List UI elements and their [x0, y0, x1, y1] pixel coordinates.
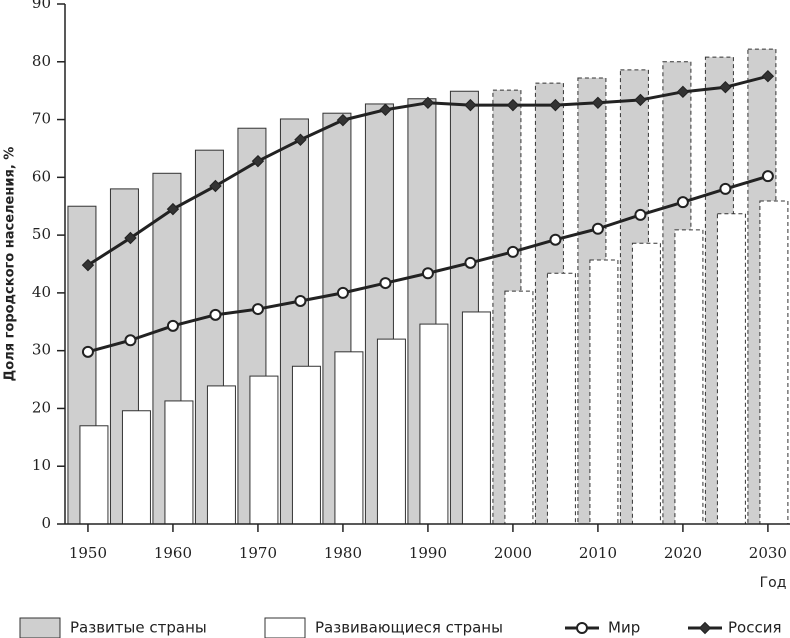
- bar: [461, 311, 491, 525]
- bar: [759, 200, 789, 525]
- line-marker: [719, 182, 732, 195]
- bar: [631, 242, 661, 525]
- y-tick-label: 20: [32, 398, 51, 416]
- bar: [79, 425, 109, 525]
- line-marker: [676, 85, 690, 99]
- y-tick-label: 50: [32, 225, 51, 243]
- line-marker: [464, 98, 477, 112]
- line-marker: [294, 133, 307, 146]
- bar: [334, 351, 364, 525]
- bar: [249, 375, 279, 525]
- legend-marker: [576, 622, 588, 634]
- line-marker: [209, 179, 222, 193]
- bar: [589, 259, 619, 525]
- line-marker: [421, 267, 434, 280]
- legend-marker: [698, 621, 712, 635]
- x-tick-label: 2020: [664, 544, 702, 562]
- line-marker: [81, 345, 94, 358]
- line-marker: [549, 233, 562, 246]
- line-marker: [124, 334, 137, 347]
- y-axis-label: Доля городского населения, %: [3, 147, 18, 382]
- y-tick-label: 40: [32, 283, 51, 301]
- y-tick-label: 80: [32, 52, 51, 70]
- line-marker: [421, 96, 435, 110]
- line-marker: [549, 98, 562, 112]
- x-tick-label: 2010: [579, 544, 617, 562]
- x-tick-label: 1990: [409, 544, 447, 562]
- bar: [121, 410, 151, 525]
- line-marker: [251, 303, 264, 316]
- line-marker: [81, 258, 95, 272]
- line-marker: [336, 286, 349, 299]
- line-marker: [379, 277, 392, 290]
- line-marker: [761, 170, 774, 183]
- x-tick-label: 1950: [69, 544, 107, 562]
- legend-label: Россия: [728, 619, 782, 637]
- y-tick-label: 70: [32, 110, 51, 128]
- line-marker: [634, 93, 647, 107]
- line-marker: [506, 245, 519, 258]
- bar: [419, 323, 449, 525]
- legend-swatch: [19, 617, 61, 638]
- x-tick-label: 1970: [239, 544, 277, 562]
- x-tick-label: 1980: [324, 544, 362, 562]
- line-marker: [251, 154, 265, 168]
- line-marker: [166, 202, 180, 216]
- bar: [376, 338, 406, 525]
- line-marker: [634, 208, 647, 221]
- line-marker: [209, 308, 222, 321]
- y-tick-label: 60: [32, 167, 51, 185]
- bar: [716, 213, 746, 525]
- bar: [504, 290, 534, 525]
- line-marker: [676, 196, 689, 209]
- line-marker: [464, 256, 477, 269]
- line-marker: [591, 96, 605, 110]
- legend-swatch: [264, 617, 306, 638]
- bar: [164, 400, 194, 525]
- bar: [206, 385, 236, 525]
- line-marker: [166, 319, 179, 332]
- x-tick-label: 2000: [494, 544, 532, 562]
- line-marker: [719, 80, 732, 94]
- line-marker: [294, 294, 307, 307]
- x-axis-label: Год: [760, 575, 787, 591]
- bar: [674, 229, 704, 525]
- line-marker: [761, 70, 775, 83]
- line-marker: [336, 113, 350, 127]
- line-marker: [591, 222, 604, 235]
- line-marker: [124, 231, 137, 245]
- x-tick-label: 1960: [154, 544, 192, 562]
- legend-label: Мир: [608, 619, 640, 637]
- legend-label: Развитые страны: [70, 619, 207, 637]
- bar: [546, 272, 576, 525]
- line-marker: [506, 98, 520, 112]
- y-tick-label: 10: [32, 456, 51, 474]
- x-tick-label: 2030: [749, 544, 787, 562]
- y-tick-label: 90: [32, 0, 51, 12]
- legend-label: Развивающиеся страны: [315, 619, 503, 637]
- y-tick-label: 0: [41, 514, 51, 532]
- bar: [291, 365, 321, 525]
- line-marker: [379, 103, 392, 116]
- y-tick-label: 30: [32, 341, 51, 359]
